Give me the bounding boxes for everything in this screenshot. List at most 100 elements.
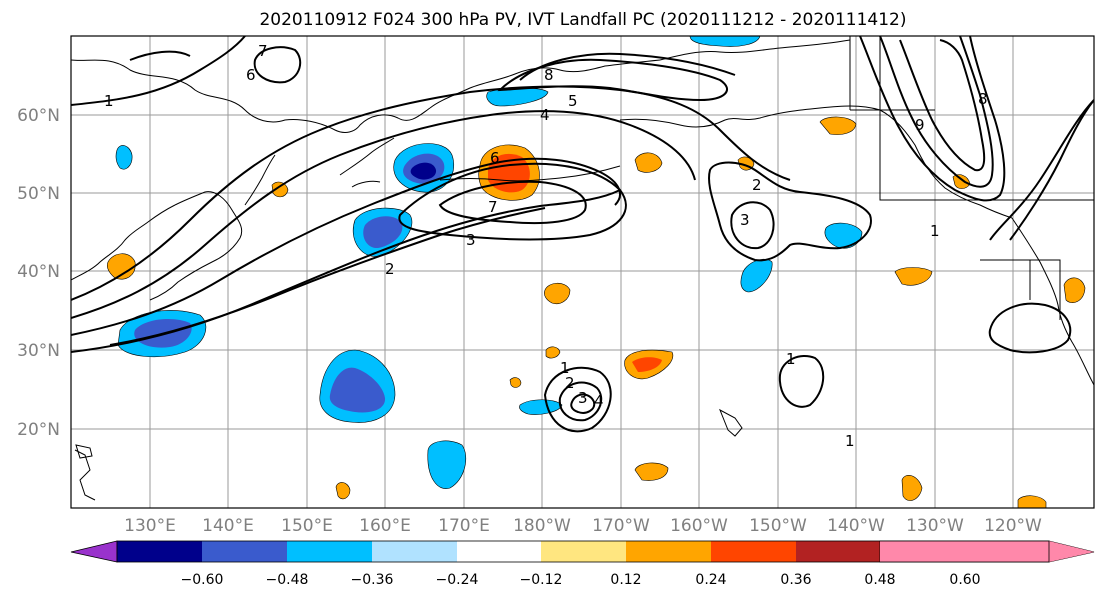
contour-label: 8 bbox=[544, 66, 554, 84]
figure-title: 2020110912 F024 300 hPa PV, IVT Landfall… bbox=[259, 10, 906, 30]
contour-label: 3 bbox=[578, 389, 588, 407]
aleutian-chain bbox=[439, 165, 621, 182]
colorbar-tick-label: 0.36 bbox=[780, 572, 811, 588]
positive-anomaly-patch bbox=[894, 267, 933, 286]
lon-label: 130°W bbox=[906, 516, 964, 536]
pv-contour-line bbox=[71, 110, 696, 319]
colorbar-tick-label: −0.48 bbox=[266, 572, 309, 588]
lon-label: 160°E bbox=[359, 516, 411, 536]
map-background bbox=[71, 36, 1094, 508]
colorbar-swatch bbox=[626, 541, 711, 562]
coastline-west-america bbox=[1011, 217, 1094, 386]
contour-label: 1 bbox=[560, 359, 570, 377]
longitude-labels: 130°E 140°E 150°E 160°E 170°E 180°W 170°… bbox=[124, 516, 1042, 536]
pv-contour-line bbox=[989, 99, 1094, 241]
contour-label: 4 bbox=[594, 392, 604, 410]
colorbar-tick-label: 0.48 bbox=[864, 572, 895, 588]
lon-label: 130°E bbox=[124, 516, 176, 536]
positive-anomaly-patch bbox=[632, 357, 662, 372]
coastline-arctic bbox=[659, 39, 851, 61]
pv-contour-line bbox=[558, 381, 603, 422]
pv-contour-line bbox=[71, 36, 246, 106]
colorbar-swatch bbox=[372, 541, 457, 562]
positive-anomaly-patch bbox=[1063, 277, 1086, 303]
pv-contour-line bbox=[730, 201, 775, 250]
colorbar-tick-label: −0.12 bbox=[520, 572, 563, 588]
contour-label: 1 bbox=[930, 222, 940, 240]
positive-anomaly-patch bbox=[901, 475, 923, 501]
lon-label: 140°W bbox=[827, 516, 885, 536]
colorbar-tick-label: −0.60 bbox=[181, 572, 224, 588]
colorbar-swatch bbox=[287, 541, 372, 562]
colorbar-swatch bbox=[117, 541, 202, 562]
colorbar-swatch bbox=[202, 541, 287, 562]
colorbar-frame bbox=[116, 540, 1050, 563]
contour-label: 1 bbox=[104, 92, 114, 110]
colorbar-swatch bbox=[541, 541, 626, 562]
colorbar-swatch bbox=[711, 541, 796, 562]
colorbar-tick-label: −0.24 bbox=[436, 572, 479, 588]
pv-contour-line bbox=[497, 58, 728, 102]
colorbar-tick-label: 0.12 bbox=[610, 572, 641, 588]
political-borders bbox=[849, 36, 1094, 201]
lat-label: 60°N bbox=[17, 106, 60, 126]
coastline-kamchatka bbox=[339, 137, 395, 176]
contour-label: 9 bbox=[915, 116, 925, 134]
colorbar-extend-min bbox=[70, 540, 118, 563]
lon-label: 150°E bbox=[281, 516, 333, 536]
contour-label: 6 bbox=[246, 66, 256, 84]
pv-contour-line bbox=[519, 52, 736, 81]
colorbar: −0.60 −0.48 −0.36 −0.24 −0.12 0.12 0.24 … bbox=[70, 540, 1095, 588]
negative-anomaly-patch bbox=[410, 162, 437, 180]
pv-contour-line bbox=[543, 366, 612, 433]
contour-label: 3 bbox=[740, 211, 750, 229]
contour-label: 2 bbox=[565, 374, 575, 392]
lon-label: 160°W bbox=[670, 516, 728, 536]
pv-contour-line bbox=[859, 36, 1006, 202]
latitude-labels: 60°N 50°N 40°N 30°N 20°N bbox=[17, 106, 60, 440]
negative-anomaly-patch bbox=[363, 216, 403, 249]
map-frame bbox=[70, 35, 1095, 509]
positive-anomaly-patch bbox=[544, 282, 571, 305]
positive-anomaly-patch bbox=[335, 482, 351, 500]
coastline-siberia bbox=[71, 59, 431, 133]
colorbar-swatch bbox=[880, 541, 965, 562]
pv-contour-line bbox=[899, 39, 986, 172]
contour-label: 1 bbox=[845, 432, 855, 450]
positive-anomaly-patch bbox=[509, 377, 522, 388]
negative-anomaly-patch bbox=[689, 36, 761, 47]
contour-label: 8 bbox=[978, 90, 988, 108]
coastline-korea-china bbox=[71, 204, 176, 281]
negative-anomaly-patch bbox=[824, 222, 863, 249]
contour-label: 2 bbox=[752, 176, 762, 194]
lon-label: 120°W bbox=[984, 516, 1042, 536]
negative-anomaly-patch bbox=[115, 145, 133, 170]
positive-anomaly-patch bbox=[106, 253, 136, 280]
pv-contour-line bbox=[708, 161, 872, 262]
negative-anomaly-patch bbox=[427, 440, 466, 489]
contour-label: 6 bbox=[490, 149, 500, 167]
pv-contour-line bbox=[988, 302, 1072, 354]
contour-label: 7 bbox=[488, 198, 498, 216]
colorbar-swatch bbox=[965, 541, 1094, 562]
pv-contour-line bbox=[71, 157, 621, 336]
pv-contour-line bbox=[778, 355, 825, 408]
positive-anomaly-patch bbox=[634, 152, 663, 173]
contour-label: 1 bbox=[786, 350, 796, 368]
positive-anomaly-patch bbox=[634, 462, 669, 481]
lon-label: 170°E bbox=[438, 516, 490, 536]
lat-label: 50°N bbox=[17, 184, 60, 204]
pv-contour-line bbox=[398, 162, 627, 241]
coastlines bbox=[71, 36, 1094, 501]
positive-anomaly-patch bbox=[545, 346, 561, 359]
lat-label: 40°N bbox=[17, 262, 60, 282]
colorbar-tick-label: 0.60 bbox=[949, 572, 980, 588]
lat-label: 20°N bbox=[17, 420, 60, 440]
lon-label: 180°W bbox=[513, 516, 571, 536]
contour-labels: 1 2 3 4 5 6 7 8 9 1 2 3 6 7 8 1 2 3 4 1 bbox=[104, 42, 988, 450]
contour-label: 3 bbox=[466, 231, 476, 249]
lon-label: 170°W bbox=[592, 516, 650, 536]
colorbar-swatch bbox=[457, 541, 541, 562]
colorbar-swatch bbox=[796, 541, 880, 562]
